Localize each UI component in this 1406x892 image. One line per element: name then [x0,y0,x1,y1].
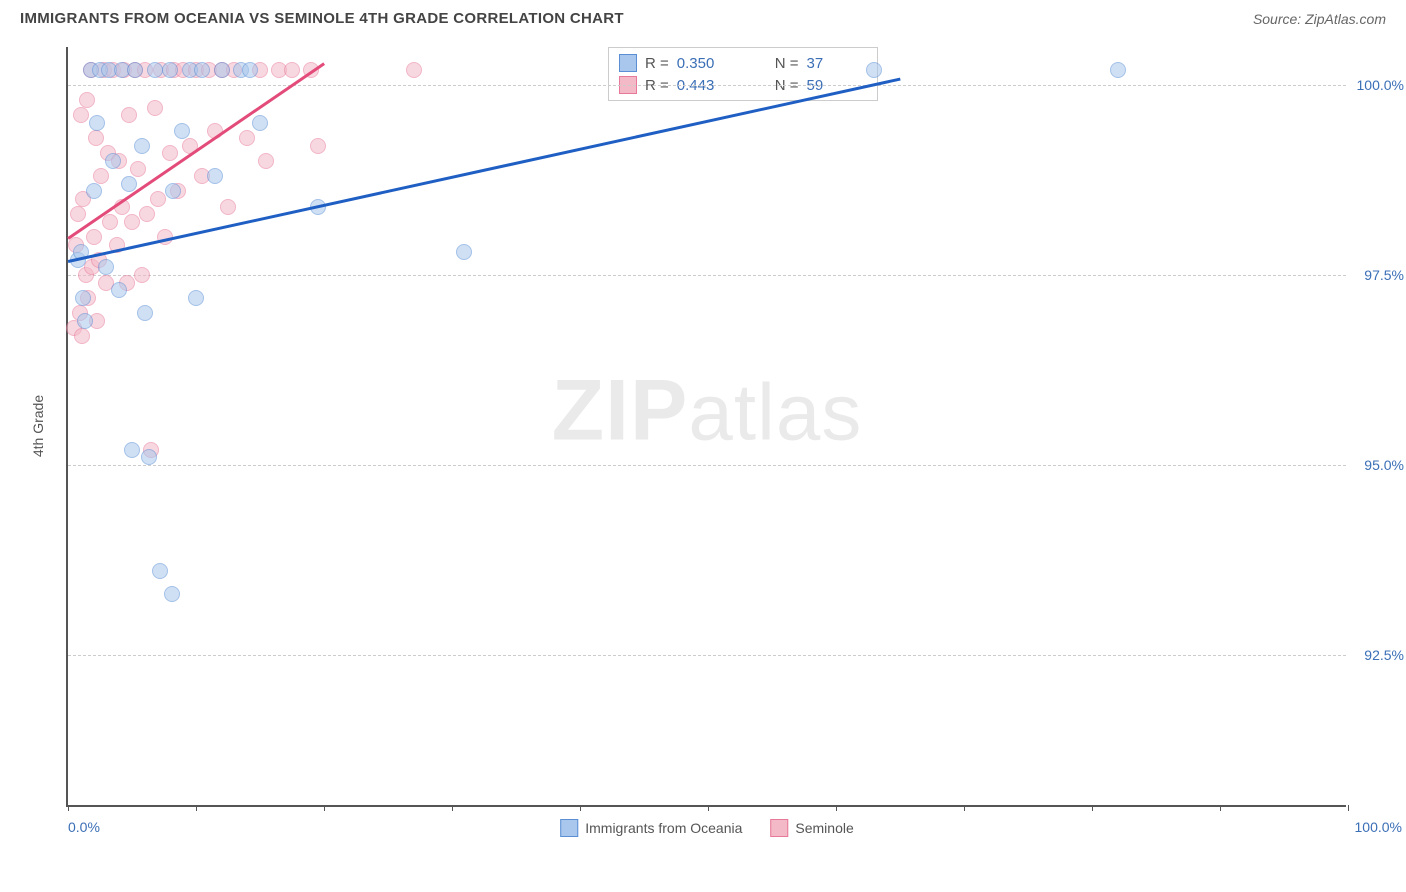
legend-n-value: 37 [807,55,867,72]
data-point [77,313,93,329]
legend-swatch [560,819,578,837]
data-point [194,62,210,78]
data-point [207,168,223,184]
legend-n-label: N = [775,55,799,72]
gridline [68,85,1346,86]
data-point [165,183,181,199]
x-tick [324,805,325,811]
data-point [111,282,127,298]
data-point [130,161,146,177]
x-tick [68,805,69,811]
legend-row: R = 0.350 N = 37 [619,52,867,74]
data-point [147,62,163,78]
data-point [239,130,255,146]
data-point [252,115,268,131]
data-point [88,130,104,146]
data-point [134,138,150,154]
chart-source: Source: ZipAtlas.com [1253,11,1386,27]
trend-line [68,77,901,262]
data-point [220,199,236,215]
data-point [162,62,178,78]
legend-swatch [770,819,788,837]
data-point [75,290,91,306]
data-point [98,259,114,275]
data-point [121,107,137,123]
data-point [164,586,180,602]
data-point [89,115,105,131]
data-point [134,267,150,283]
series-legend: Immigrants from Oceania Seminole [560,819,854,837]
data-point [147,100,163,116]
data-point [137,305,153,321]
data-point [79,92,95,108]
x-tick [580,805,581,811]
legend-r-label: R = [645,55,669,72]
y-tick-label: 97.5% [1364,267,1404,283]
legend-r-value: 0.350 [677,55,767,72]
data-point [150,191,166,207]
watermark-light: atlas [688,367,862,456]
gridline [68,655,1346,656]
legend-item: Seminole [770,819,853,837]
y-tick-label: 95.0% [1364,457,1404,473]
data-point [127,62,143,78]
data-point [174,123,190,139]
y-axis-title: 4th Grade [30,395,46,457]
data-point [310,138,326,154]
chart-header: IMMIGRANTS FROM OCEANIA VS SEMINOLE 4TH … [0,0,1406,33]
data-point [86,183,102,199]
data-point [258,153,274,169]
data-point [242,62,258,78]
legend-swatch [619,54,637,72]
data-point [162,145,178,161]
data-point [152,563,168,579]
data-point [70,206,86,222]
data-point [74,328,90,344]
gridline [68,275,1346,276]
data-point [1110,62,1126,78]
legend-item: Immigrants from Oceania [560,819,742,837]
x-tick [1348,805,1349,811]
watermark-bold: ZIP [552,362,689,458]
chart-container: 4th Grade ZIPatlas R =0.350N =37R =0.443… [20,33,1386,843]
y-tick-label: 92.5% [1364,647,1404,663]
data-point [121,176,137,192]
data-point [93,168,109,184]
x-tick [1220,805,1221,811]
y-tick-label: 100.0% [1357,77,1404,93]
data-point [102,214,118,230]
data-point [105,153,121,169]
plot-area: 4th Grade ZIPatlas R =0.350N =37R =0.443… [66,47,1346,807]
data-point [124,442,140,458]
data-point [141,449,157,465]
x-axis-end-label: 100.0% [1355,819,1402,835]
x-tick [452,805,453,811]
gridline [68,465,1346,466]
legend-label: Immigrants from Oceania [585,820,742,836]
data-point [866,62,882,78]
data-point [284,62,300,78]
x-tick [1092,805,1093,811]
legend-label: Seminole [795,820,853,836]
data-point [86,229,102,245]
x-axis-start-label: 0.0% [68,819,100,835]
data-point [214,62,230,78]
x-tick [708,805,709,811]
data-point [124,214,140,230]
data-point [139,206,155,222]
data-point [456,244,472,260]
x-tick [196,805,197,811]
x-tick [964,805,965,811]
watermark: ZIPatlas [552,361,863,460]
data-point [406,62,422,78]
x-tick [836,805,837,811]
data-point [188,290,204,306]
chart-title: IMMIGRANTS FROM OCEANIA VS SEMINOLE 4TH … [20,10,624,27]
data-point [73,107,89,123]
